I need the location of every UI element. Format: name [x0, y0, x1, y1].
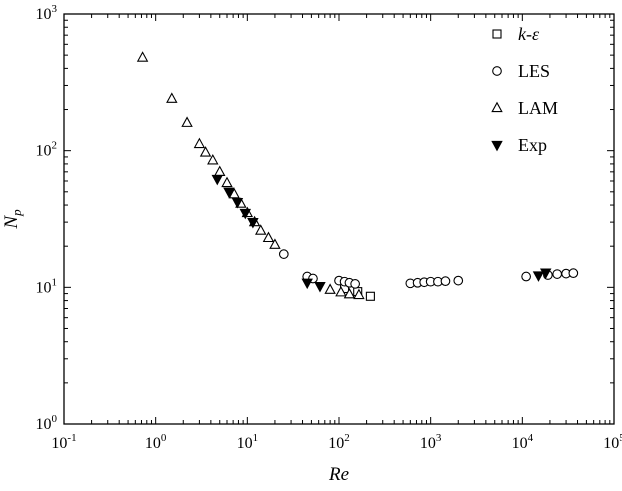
axis-ticks — [63, 13, 615, 425]
legend-item-LES: LES — [492, 61, 550, 81]
data-point-marker — [221, 176, 233, 188]
legend-item-k-ε: k-ε — [492, 24, 540, 44]
data-point-marker — [343, 287, 356, 299]
data-point-marker — [228, 187, 240, 199]
legend: k-ε LES LAM Exp — [491, 24, 558, 155]
x-tick-label: 100 — [145, 432, 167, 452]
data-point-marker — [207, 153, 219, 165]
data-point-marker — [453, 275, 464, 286]
data-point-marker — [262, 231, 275, 243]
data-point-marker — [269, 238, 281, 249]
legend-item-LAM: LAM — [491, 98, 558, 118]
x-tick-label: 10-1 — [51, 432, 76, 452]
data-point-marker — [365, 291, 375, 301]
x-tick-label: 101 — [237, 432, 258, 452]
y-tick-label: 101 — [36, 276, 58, 296]
data-point-marker — [492, 66, 502, 76]
series-LAM — [136, 51, 365, 300]
data-point-marker — [247, 217, 259, 229]
x-tick-label: 102 — [328, 432, 350, 452]
data-point-marker — [440, 276, 451, 286]
data-point-marker — [335, 285, 347, 297]
data-point-marker — [211, 174, 224, 186]
x-tick-labels: 10-1 100 101 102 103 104 105 — [51, 432, 622, 452]
x-axis-title: Re — [328, 464, 349, 485]
x-tick-label: 103 — [420, 432, 442, 452]
data-point-marker — [278, 249, 289, 259]
legend-label: LAM — [518, 98, 558, 118]
data-point-marker — [521, 271, 531, 282]
data-point-marker — [193, 137, 206, 149]
data-point-marker — [223, 187, 235, 199]
data-point-marker — [350, 279, 360, 289]
data-point-marker — [314, 282, 326, 293]
data-point-marker — [552, 269, 563, 279]
data-point-marker — [491, 140, 503, 152]
data-point-marker — [199, 146, 212, 157]
legend-label: Exp — [518, 135, 547, 155]
data-point-marker — [255, 224, 267, 235]
y-tick-labels: 100 101 102 103 — [36, 3, 58, 433]
y-tick-label: 102 — [36, 140, 58, 160]
data-point-marker — [166, 92, 178, 103]
y-tick-label: 103 — [36, 3, 58, 23]
y-axis-title: Np — [1, 209, 24, 230]
legend-label: k-ε — [518, 24, 540, 44]
x-tick-label: 105 — [603, 432, 622, 452]
data-point-marker — [301, 278, 313, 290]
data-point-marker — [214, 165, 226, 176]
y-tick-label: 100 — [36, 413, 58, 433]
legend-label: LES — [518, 61, 550, 81]
data-point-marker — [231, 198, 244, 209]
data-point-marker — [568, 268, 579, 278]
data-point-marker — [324, 283, 336, 294]
series-LES — [278, 249, 579, 289]
data-point-marker — [136, 51, 149, 62]
data-point-marker — [532, 271, 545, 282]
data-point-marker — [492, 29, 502, 39]
data-point-marker — [491, 101, 503, 113]
data-point-marker — [540, 268, 552, 280]
legend-item-Exp: Exp — [491, 135, 547, 155]
series-Exp — [211, 174, 552, 293]
x-tick-label: 104 — [512, 432, 534, 452]
data-point-marker — [181, 116, 193, 127]
data-point-marker — [239, 208, 252, 220]
data-point-marker — [353, 288, 365, 300]
